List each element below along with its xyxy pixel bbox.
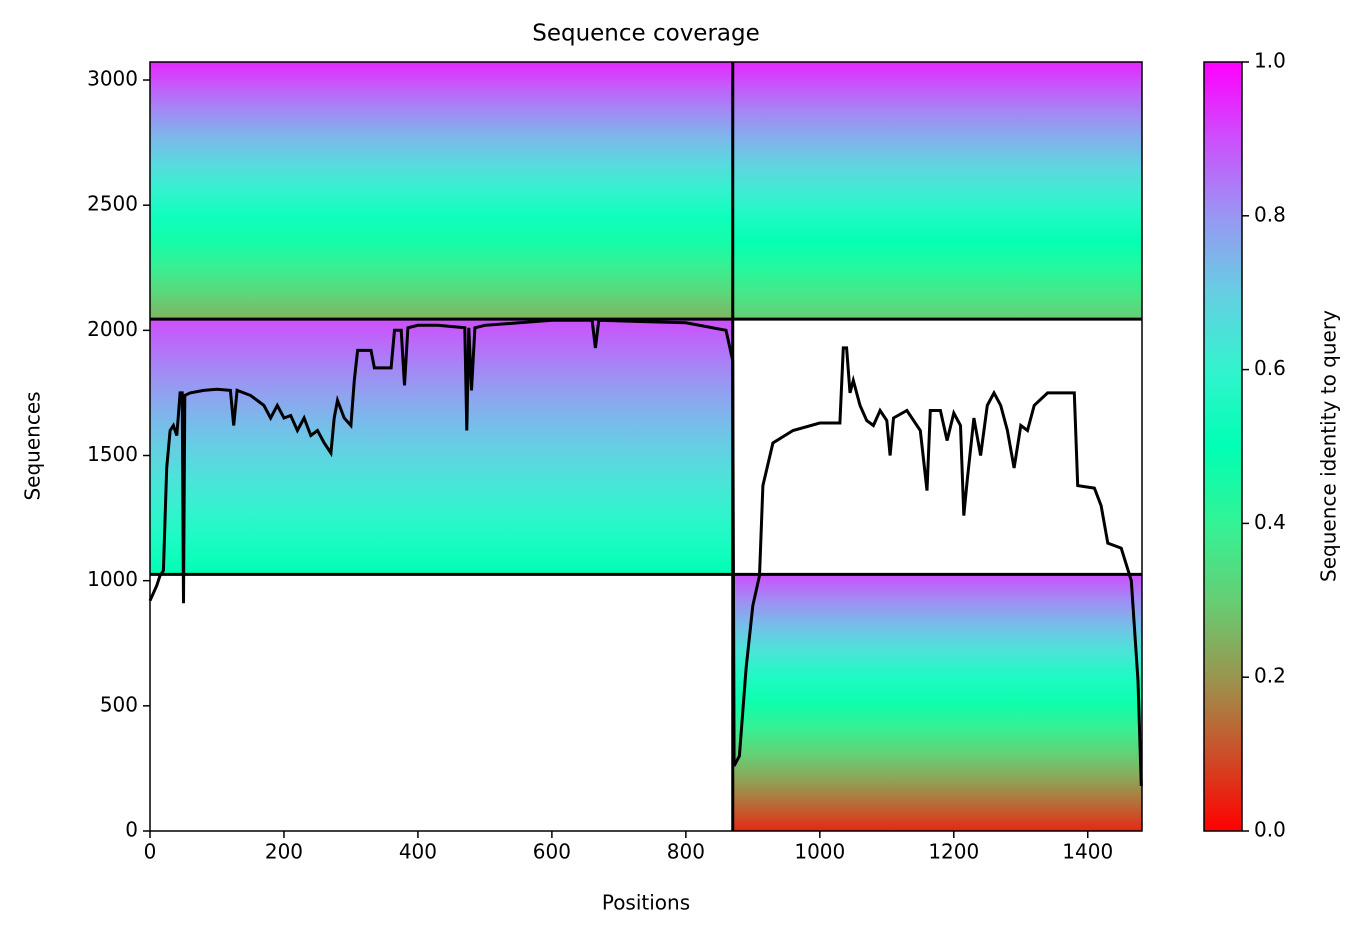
plot-frame bbox=[149, 61, 1143, 832]
chart-title: Sequence coverage bbox=[532, 21, 760, 47]
x-tick-label: 1400 bbox=[1062, 840, 1113, 864]
colorbar-tick-label: 0.2 bbox=[1254, 664, 1286, 688]
x-tick-label: 0 bbox=[144, 840, 157, 864]
x-axis-label: Positions bbox=[602, 891, 690, 915]
colorbar-tick-label: 0.6 bbox=[1254, 356, 1286, 380]
y-tick-label: 3000 bbox=[87, 67, 138, 91]
x-tick-label: 1200 bbox=[928, 840, 979, 864]
colorbar-tick-label: 0.0 bbox=[1254, 818, 1286, 842]
x-tick-label: 800 bbox=[667, 840, 705, 864]
y-axis-label: Sequences bbox=[21, 391, 45, 500]
x-tick-label: 1000 bbox=[794, 840, 845, 864]
coverage-block bbox=[732, 62, 1142, 320]
colorbar bbox=[1203, 61, 1243, 832]
coverage-block bbox=[150, 62, 733, 320]
colorbar-tick-label: 0.8 bbox=[1254, 202, 1286, 226]
coverage-block bbox=[150, 319, 733, 575]
y-tick-label: 1500 bbox=[87, 442, 138, 466]
y-tick-label: 2500 bbox=[87, 192, 138, 216]
colorbar-tick-label: 1.0 bbox=[1254, 49, 1286, 73]
x-tick-label: 400 bbox=[399, 840, 437, 864]
colorbar-tick-label: 0.4 bbox=[1254, 510, 1286, 534]
y-tick-label: 1000 bbox=[87, 567, 138, 591]
x-tick-label: 600 bbox=[533, 840, 571, 864]
y-tick-label: 500 bbox=[100, 692, 138, 716]
coverage-block bbox=[732, 574, 1142, 831]
colorbar-label: Sequence identity to query bbox=[1317, 310, 1341, 582]
y-tick-label: 0 bbox=[125, 818, 138, 842]
x-tick-label: 200 bbox=[265, 840, 303, 864]
y-tick-label: 2000 bbox=[87, 317, 138, 341]
